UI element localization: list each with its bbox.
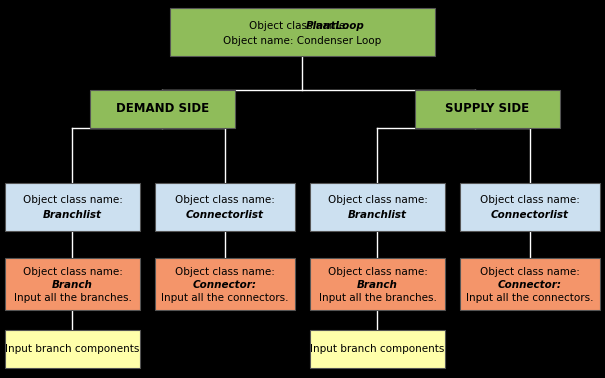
Text: Object class name:: Object class name: bbox=[480, 267, 580, 277]
FancyBboxPatch shape bbox=[5, 330, 140, 368]
Text: Object class name:: Object class name: bbox=[22, 195, 122, 205]
FancyBboxPatch shape bbox=[460, 183, 600, 231]
Text: Object class name:: Object class name: bbox=[327, 195, 428, 205]
Text: Input all the connectors.: Input all the connectors. bbox=[466, 293, 594, 303]
Text: Branch: Branch bbox=[52, 280, 93, 290]
Text: Object class name:: Object class name: bbox=[175, 195, 275, 205]
FancyBboxPatch shape bbox=[5, 183, 140, 231]
Text: Object class name:: Object class name: bbox=[249, 21, 356, 31]
FancyBboxPatch shape bbox=[5, 258, 140, 310]
FancyBboxPatch shape bbox=[155, 258, 295, 310]
FancyBboxPatch shape bbox=[415, 90, 560, 128]
Text: PlantLoop: PlantLoop bbox=[306, 21, 365, 31]
Text: Input all the branches.: Input all the branches. bbox=[13, 293, 131, 303]
FancyBboxPatch shape bbox=[170, 8, 435, 56]
Text: Branchlist: Branchlist bbox=[43, 210, 102, 220]
Text: SUPPLY SIDE: SUPPLY SIDE bbox=[445, 102, 529, 116]
Text: Connectorlist: Connectorlist bbox=[491, 210, 569, 220]
Text: Input all the connectors.: Input all the connectors. bbox=[162, 293, 289, 303]
FancyBboxPatch shape bbox=[90, 90, 235, 128]
Text: Connector:: Connector: bbox=[193, 280, 257, 290]
FancyBboxPatch shape bbox=[460, 258, 600, 310]
FancyBboxPatch shape bbox=[310, 183, 445, 231]
Text: Input all the branches.: Input all the branches. bbox=[319, 293, 436, 303]
Text: Object class name:: Object class name: bbox=[175, 267, 275, 277]
Text: Branch: Branch bbox=[357, 280, 398, 290]
Text: DEMAND SIDE: DEMAND SIDE bbox=[116, 102, 209, 116]
FancyBboxPatch shape bbox=[310, 258, 445, 310]
Text: Branchlist: Branchlist bbox=[348, 210, 407, 220]
Text: Object name: Condenser Loop: Object name: Condenser Loop bbox=[223, 36, 382, 46]
Text: Object class name:: Object class name: bbox=[327, 267, 428, 277]
FancyBboxPatch shape bbox=[310, 330, 445, 368]
Text: Input branch components: Input branch components bbox=[310, 344, 445, 354]
FancyBboxPatch shape bbox=[155, 183, 295, 231]
Text: Connectorlist: Connectorlist bbox=[186, 210, 264, 220]
Text: Input branch components: Input branch components bbox=[5, 344, 140, 354]
Text: Object class name:: Object class name: bbox=[480, 195, 580, 205]
Text: Connector:: Connector: bbox=[498, 280, 562, 290]
Text: Object class name:: Object class name: bbox=[22, 267, 122, 277]
